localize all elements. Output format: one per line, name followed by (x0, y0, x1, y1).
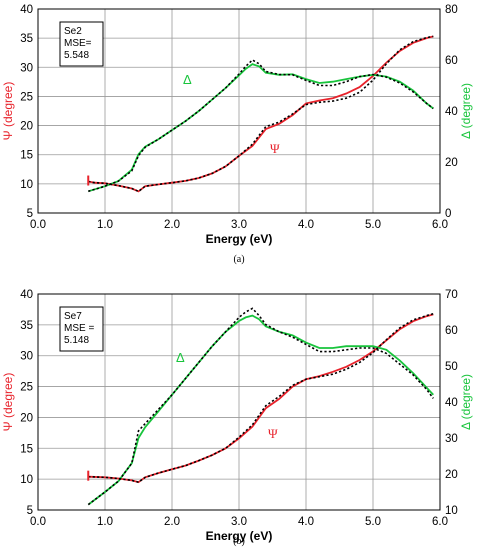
x-tick-label: 3.0 (231, 516, 247, 528)
x-tick-label: 1.0 (97, 516, 113, 528)
x-tick-label: 2.0 (164, 219, 180, 231)
x-tick-label: 2.0 (164, 516, 180, 528)
fit-line-right (87, 307, 434, 506)
y-left-axis-label: Ψ (degree) (1, 82, 15, 141)
x-tick-label: 3.0 (231, 219, 247, 231)
x-tick-label: 0.0 (30, 516, 46, 528)
y-right-tick-label: 60 (445, 55, 458, 67)
info-box (59, 306, 104, 352)
y-right-tick-label: 20 (445, 157, 458, 169)
y-right-tick-label: 40 (445, 397, 458, 409)
y-left-tick-label: 25 (20, 91, 33, 103)
y-right-tick-label: 20 (445, 469, 458, 481)
x-tick-label: 4.0 (298, 219, 314, 231)
info-box-line: Se2 (64, 26, 82, 37)
psi-annotation: Ψ (268, 426, 278, 441)
x-axis-label: Energy (eV) (206, 529, 273, 543)
info-box-line: Se7 (64, 311, 82, 322)
y-right-tick-label: 80 (445, 4, 458, 16)
y-left-axis-label: Ψ (degree) (1, 373, 15, 432)
fit-line-left (88, 312, 434, 484)
x-axis-label: Energy (eV) (206, 232, 273, 246)
y-left-tick-label: 25 (20, 382, 33, 394)
y-right-tick-label: 10 (445, 505, 458, 517)
info-box-line: MSE = (64, 323, 94, 334)
y-left-tick-label: 10 (20, 179, 33, 191)
y-left-tick-label: 35 (20, 320, 33, 332)
y-right-tick-label: 50 (445, 361, 458, 373)
x-tick-label: 5.0 (365, 516, 381, 528)
figure-caption: (b) (233, 536, 245, 547)
info-box-line: MSE= (64, 38, 92, 49)
plot-frame (37, 8, 441, 214)
info-box-line: 5.548 (64, 50, 89, 61)
psi-exp-line (88, 313, 434, 484)
x-tick-label: 6.0 (432, 516, 448, 528)
psi-exp-line (88, 35, 434, 193)
delta-exp-line (87, 314, 434, 506)
y-left-tick-label: 30 (20, 351, 33, 363)
info-box (59, 21, 104, 67)
y-left-tick-label: 40 (20, 4, 33, 16)
plot-frame (37, 293, 441, 511)
y-left-tick-label: 40 (20, 289, 33, 301)
y-right-tick-label: 60 (445, 325, 458, 337)
x-tick-label: 0.0 (30, 219, 46, 231)
y-left-tick-label: 35 (20, 33, 33, 45)
y-right-tick-label: 70 (445, 289, 458, 301)
x-tick-label: 6.0 (432, 219, 448, 231)
y-right-axis-label: Δ (degree) (459, 374, 473, 430)
figure-caption: (a) (233, 254, 244, 265)
y-left-tick-label: 15 (20, 443, 33, 455)
y-right-tick-label: 40 (445, 106, 458, 118)
x-tick-label: 1.0 (97, 219, 113, 231)
y-left-tick-label: 5 (27, 505, 33, 517)
x-tick-label: 5.0 (365, 219, 381, 231)
y-right-axis-label: Δ (degree) (459, 83, 473, 139)
y-left-tick-label: 20 (20, 412, 33, 424)
y-right-tick-label: 30 (445, 433, 458, 445)
delta-annotation: Δ (176, 350, 185, 365)
psi-annotation: Ψ (270, 141, 280, 156)
y-left-tick-label: 30 (20, 62, 33, 74)
fit-line-left (88, 35, 434, 193)
delta-annotation: Δ (183, 72, 192, 87)
y-right-tick-label: 0 (445, 208, 451, 220)
y-left-tick-label: 15 (20, 150, 33, 162)
x-tick-label: 4.0 (298, 516, 314, 528)
delta-exp-line (88, 63, 434, 193)
y-left-tick-label: 10 (20, 474, 33, 486)
info-box-line: 5.148 (64, 335, 89, 346)
y-left-tick-label: 20 (20, 121, 33, 133)
y-left-tick-label: 5 (27, 208, 33, 220)
